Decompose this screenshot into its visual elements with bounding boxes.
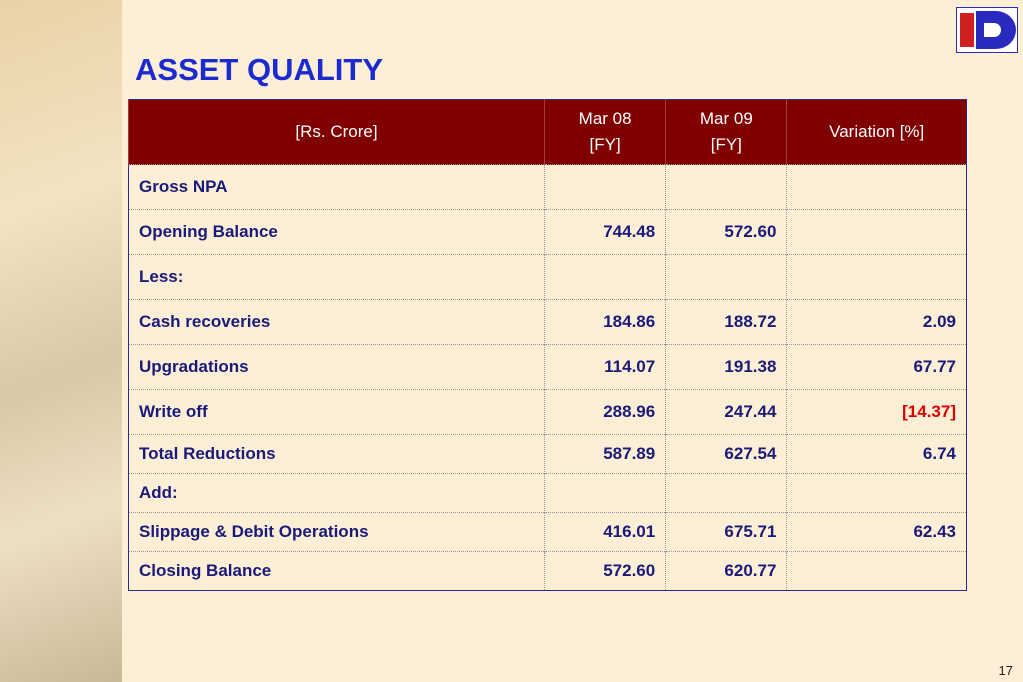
cell-value: 114.07	[544, 344, 666, 390]
column-header: Mar 08 [FY]	[544, 99, 666, 165]
header-line: Mar 09	[699, 109, 753, 128]
table-body: Gross NPA Opening Balance 744.48 572.60 Less…	[127, 164, 967, 591]
row-label: Opening Balance	[127, 209, 545, 255]
empty-cell	[665, 473, 787, 513]
header-row: [Rs. Crore] Mar 08 [FY] Mar 09 [FY] Variation…	[127, 99, 967, 165]
empty-cell	[544, 473, 666, 513]
cell-value: 184.86	[544, 299, 666, 345]
table-row: Less:	[127, 254, 967, 300]
table-row: Opening Balance 744.48 572.60	[127, 209, 967, 255]
table-row: Cash recoveries 184.86 188.72 2.09	[127, 299, 967, 345]
table-row: Upgradations 114.07 191.38 67.77	[127, 344, 967, 390]
cell-value: 744.48	[544, 209, 666, 255]
column-header: Mar 09 [FY]	[665, 99, 787, 165]
cell-value: [14.37]	[786, 389, 967, 435]
table-row: Gross NPA	[127, 164, 967, 210]
empty-cell	[786, 254, 967, 300]
row-label: Upgradations	[127, 344, 545, 390]
row-label: Cash recoveries	[127, 299, 545, 345]
cell-value: 62.43	[786, 512, 967, 552]
row-label: Closing Balance	[127, 551, 545, 591]
empty-cell	[544, 164, 666, 210]
table-row: Closing Balance 572.60 620.77	[127, 551, 967, 591]
data-table: [Rs. Crore] Mar 08 [FY] Mar 09 [FY] Variation…	[127, 99, 967, 591]
column-header: Variation [%]	[786, 99, 967, 165]
cell-value: 247.44	[665, 389, 787, 435]
cell-value: 191.38	[665, 344, 787, 390]
cell-value: 288.96	[544, 389, 666, 435]
row-label: Slippage & Debit Operations	[127, 512, 545, 552]
row-label: Total Reductions	[127, 434, 545, 474]
cell-value: 675.71	[665, 512, 787, 552]
empty-cell	[786, 164, 967, 210]
table-row: Total Reductions 587.89 627.54 6.74	[127, 434, 967, 474]
header-line: [FY]	[589, 135, 621, 154]
logo	[956, 7, 1018, 53]
empty-cell	[786, 551, 967, 591]
page-number: 17	[998, 663, 1013, 678]
empty-cell	[786, 209, 967, 255]
empty-cell	[665, 254, 787, 300]
empty-cell	[786, 473, 967, 513]
cell-value: 627.54	[665, 434, 787, 474]
header-line: Variation [%]	[829, 122, 925, 141]
cell-value: 188.72	[665, 299, 787, 345]
cell-value: 2.09	[786, 299, 967, 345]
cell-value: 6.74	[786, 434, 967, 474]
cell-value: 572.60	[665, 209, 787, 255]
cell-value: 416.01	[544, 512, 666, 552]
column-header: [Rs. Crore]	[127, 99, 545, 165]
empty-cell	[665, 164, 787, 210]
slide-title: ASSET QUALITY	[135, 52, 384, 87]
empty-cell	[544, 254, 666, 300]
table-row: Write off 288.96 247.44 [14.37]	[127, 389, 967, 435]
row-label: Gross NPA	[127, 164, 545, 210]
cell-value: 620.77	[665, 551, 787, 591]
header-line: [Rs. Crore]	[295, 122, 378, 141]
header-line: [FY]	[710, 135, 742, 154]
decorative-image	[0, 0, 122, 682]
row-label: Write off	[127, 389, 545, 435]
cell-value: 572.60	[544, 551, 666, 591]
row-label: Add:	[127, 473, 545, 513]
row-label: Less:	[127, 254, 545, 300]
header-line: Mar 08	[578, 109, 632, 128]
cell-value: 587.89	[544, 434, 666, 474]
table-row: Add:	[127, 473, 967, 513]
table-row: Slippage & Debit Operations 416.01 675.71 6…	[127, 512, 967, 552]
cell-value: 67.77	[786, 344, 967, 390]
